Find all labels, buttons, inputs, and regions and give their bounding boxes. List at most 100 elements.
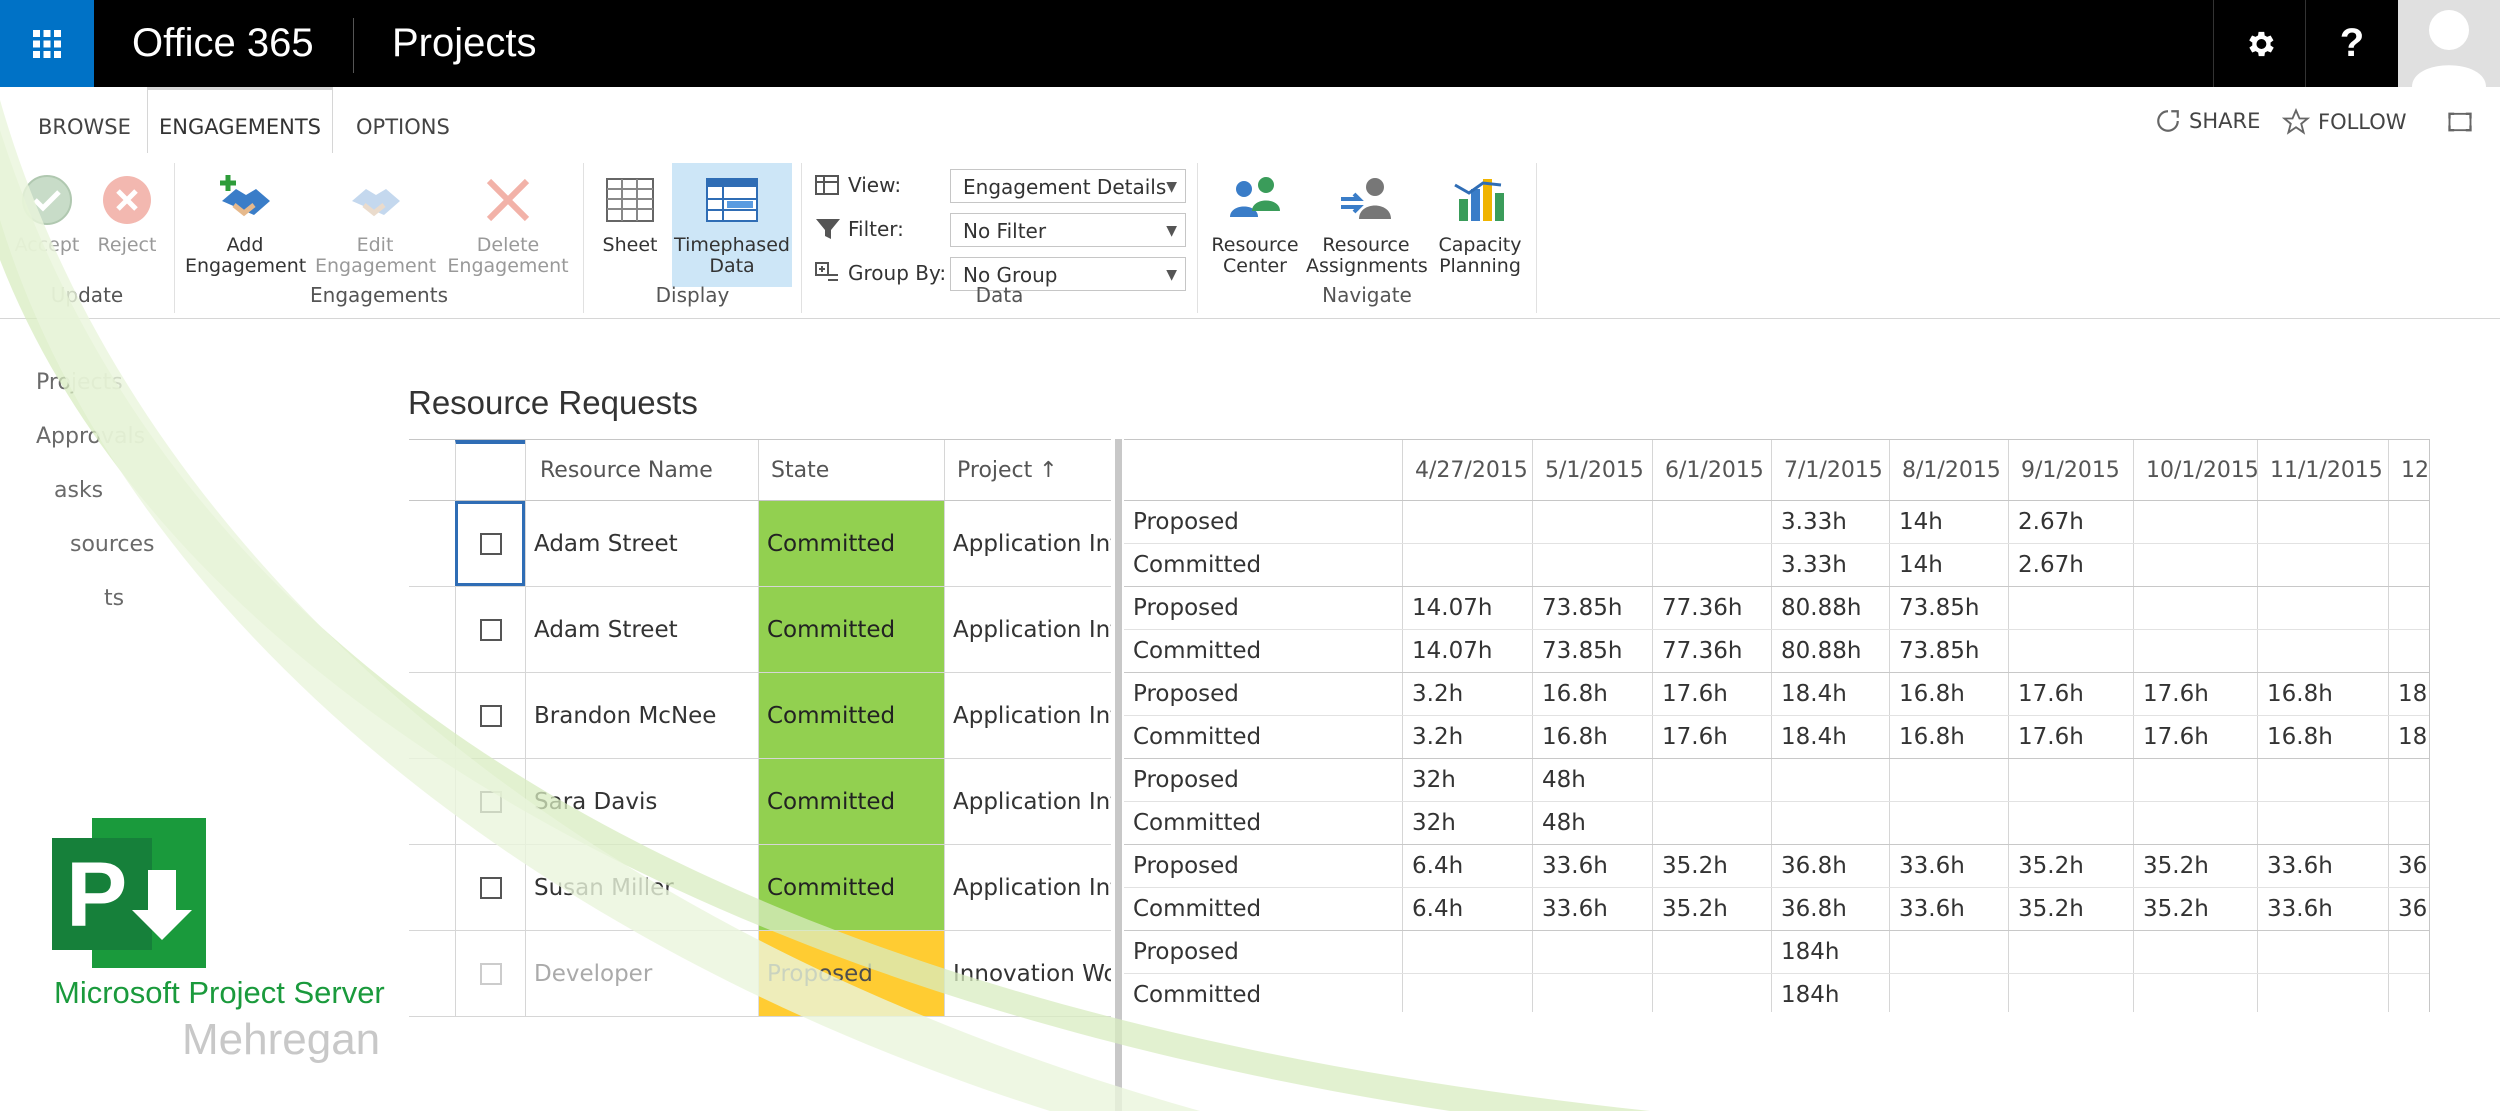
work-value-cell[interactable]: 17.6h [1652,673,1771,715]
work-value-cell[interactable] [1652,544,1771,586]
row-checkbox[interactable] [479,876,502,899]
work-value-cell[interactable] [2388,501,2429,543]
date-header-cell[interactable]: 10/1/2015 [2133,440,2257,500]
project-cell[interactable]: Application Infr [944,673,1111,758]
row-checkbox[interactable] [479,962,502,985]
accept-button[interactable]: Accept [12,171,82,256]
edit-engagement-button[interactable]: Edit Engagement [315,171,436,277]
resource-name-cell[interactable]: Adam Street [525,501,758,586]
work-value-cell[interactable] [1532,501,1652,543]
row-checkbox[interactable] [479,790,502,813]
work-value-cell[interactable]: 77.36h [1652,630,1771,672]
work-value-cell[interactable] [2133,974,2257,1012]
work-value-cell[interactable]: 2.67h [2008,501,2133,543]
work-value-cell[interactable] [1889,802,2008,844]
work-value-cell[interactable] [1402,544,1532,586]
work-value-cell[interactable]: 80.88h [1771,587,1889,629]
project-cell[interactable]: Innovation Wo [944,931,1111,1016]
grid-splitter[interactable] [1115,439,1122,1111]
work-value-cell[interactable]: 73.85h [1532,630,1652,672]
work-value-cell[interactable]: 33.6h [1532,845,1652,887]
nav-resources[interactable]: sources [70,532,155,557]
work-value-cell[interactable]: 35.2h [2133,888,2257,930]
project-cell[interactable]: Application Infr [944,501,1111,586]
work-value-cell[interactable] [2133,759,2257,801]
office365-brand[interactable]: Office 365 [132,21,314,65]
work-value-cell[interactable]: 18.4h [1771,673,1889,715]
work-value-cell[interactable]: 16.8h [2257,716,2388,758]
work-value-cell[interactable]: 2.67h [2008,544,2133,586]
resource-name-cell[interactable]: Adam Street [525,587,758,672]
focus-content-button[interactable] [2446,108,2474,136]
work-value-cell[interactable] [2388,544,2429,586]
date-header-cell[interactable]: 6/1/2015 [1652,440,1771,500]
work-value-cell[interactable] [1652,759,1771,801]
work-value-cell[interactable]: 3.2h [1402,716,1532,758]
work-value-cell[interactable] [2257,974,2388,1012]
work-value-cell[interactable]: 35.2h [1652,845,1771,887]
work-value-cell[interactable] [2008,587,2133,629]
nav-approvals[interactable]: Approvals [36,424,146,449]
project-cell[interactable]: Application Infr [944,759,1111,844]
work-value-cell[interactable]: 14.07h [1402,630,1532,672]
work-value-cell[interactable]: 18.4h [1771,716,1889,758]
work-value-cell[interactable] [1771,759,1889,801]
column-header-project[interactable]: Project ↑ [944,440,1111,500]
state-cell[interactable]: Committed [758,759,944,844]
work-value-cell[interactable]: 48h [1532,802,1652,844]
work-value-cell[interactable]: 3.33h [1771,501,1889,543]
table-row[interactable]: Sara Davis Committed Application Infr [409,759,1111,845]
work-value-cell[interactable]: 35.2h [2008,888,2133,930]
column-header-state[interactable]: State [758,440,944,500]
work-value-cell[interactable] [2257,501,2388,543]
row-checkbox[interactable] [479,618,502,641]
work-value-cell[interactable] [2133,630,2257,672]
work-value-cell[interactable]: 16.8h [1532,673,1652,715]
work-value-cell[interactable] [2008,630,2133,672]
help-button[interactable]: ? [2305,0,2398,87]
work-value-cell[interactable] [2133,931,2257,973]
work-value-cell[interactable]: 33.6h [2257,888,2388,930]
work-value-cell[interactable] [1532,544,1652,586]
nav-projects[interactable]: Projects [36,370,123,395]
work-value-cell[interactable]: 36.8h [1771,845,1889,887]
work-value-cell[interactable] [2008,931,2133,973]
work-value-cell[interactable] [1889,974,2008,1012]
table-row[interactable]: Brandon McNee Committed Application Infr [409,673,1111,759]
table-row[interactable]: Adam Street Committed Application Infr [409,501,1111,587]
state-cell[interactable]: Committed [758,845,944,930]
work-value-cell[interactable]: 17.6h [1652,716,1771,758]
view-dropdown[interactable]: Engagement Details ▼ [950,169,1186,203]
resource-name-cell[interactable]: Susan Miller [525,845,758,930]
app-title[interactable]: Projects [392,21,537,65]
resource-assignments-button[interactable]: Resource Assignments [1306,171,1428,277]
state-cell[interactable]: Committed [758,587,944,672]
work-value-cell[interactable] [1402,974,1532,1012]
reject-button[interactable]: Reject [92,171,162,256]
nav-reports[interactable]: ts [104,586,125,611]
work-value-cell[interactable]: 33.6h [1889,845,2008,887]
date-header-cell[interactable]: 5/1/2015 [1532,440,1652,500]
work-value-cell[interactable]: 36 [2388,845,2429,887]
work-value-cell[interactable]: 17.6h [2008,716,2133,758]
filter-dropdown[interactable]: No Filter ▼ [950,213,1186,247]
work-value-cell[interactable] [1402,931,1532,973]
capacity-planning-button[interactable]: Capacity Planning [1430,171,1530,277]
work-value-cell[interactable] [2257,931,2388,973]
work-value-cell[interactable]: 17.6h [2133,716,2257,758]
work-value-cell[interactable]: 33.6h [2257,845,2388,887]
work-value-cell[interactable]: 36.8h [1771,888,1889,930]
work-value-cell[interactable]: 184h [1771,931,1889,973]
row-checkbox-cell[interactable] [455,931,525,1016]
work-value-cell[interactable]: 16.8h [1889,716,2008,758]
work-value-cell[interactable] [2388,587,2429,629]
table-row[interactable]: Susan Miller Committed Application Infr [409,845,1111,931]
timephased-data-button[interactable]: Timephased Data [672,163,792,287]
work-value-cell[interactable]: 184h [1771,974,1889,1012]
work-value-cell[interactable] [2388,759,2429,801]
project-cell[interactable]: Application Infr [944,845,1111,930]
table-row[interactable]: Developer Proposed Innovation Wo [409,931,1111,1017]
work-value-cell[interactable] [2257,630,2388,672]
resource-center-button[interactable]: Resource Center [1206,171,1304,277]
date-header-cell[interactable]: 11/1/2015 [2257,440,2388,500]
